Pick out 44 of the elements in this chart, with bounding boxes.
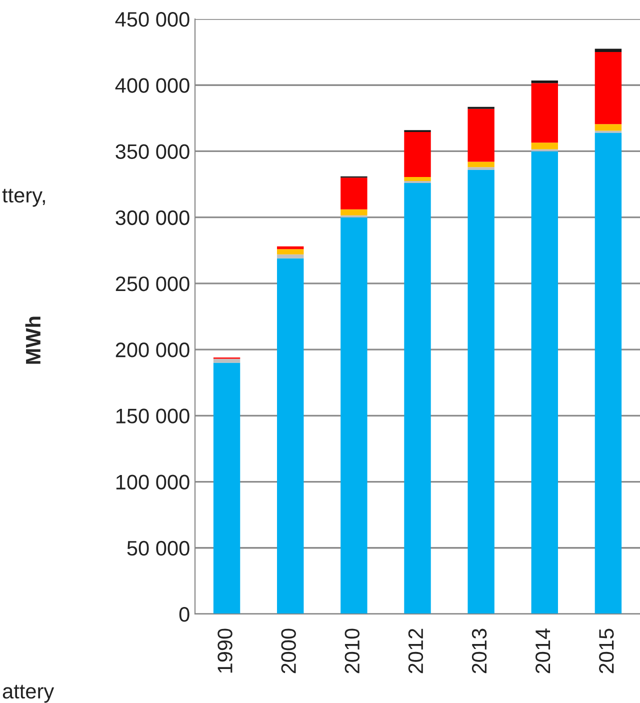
bar bbox=[531, 80, 558, 84]
x-tick-label: 2014 bbox=[535, 628, 550, 674]
bar bbox=[594, 48, 622, 52]
y-tick-label: 100 000 bbox=[116, 474, 190, 490]
y-tick-label: 200 000 bbox=[116, 342, 190, 358]
bar bbox=[404, 132, 431, 178]
bar bbox=[340, 178, 368, 210]
x-tick-label: 2012 bbox=[408, 628, 424, 674]
bar bbox=[213, 362, 240, 614]
bar bbox=[277, 249, 304, 254]
bar bbox=[213, 358, 240, 363]
y-tick-label: 400 000 bbox=[115, 78, 190, 93]
bar bbox=[468, 162, 494, 168]
text: ttery, bbox=[2, 188, 45, 207]
y-tick-label: 250 000 bbox=[116, 276, 190, 292]
bar bbox=[277, 254, 304, 258]
x-tick-label: 2015 bbox=[599, 628, 614, 674]
bar bbox=[594, 132, 622, 614]
text: attery bbox=[2, 684, 54, 703]
bar bbox=[594, 124, 622, 131]
y-tick-label: 0 bbox=[179, 607, 190, 622]
bar bbox=[404, 177, 431, 181]
bar bbox=[594, 52, 622, 124]
bar bbox=[531, 142, 558, 150]
bar bbox=[340, 217, 368, 614]
y-tick-label: 50 000 bbox=[127, 540, 190, 556]
x-tick-label: 1990 bbox=[218, 628, 232, 673]
bar bbox=[531, 151, 558, 614]
y-tick-label: 350 000 bbox=[116, 144, 190, 159]
bar bbox=[468, 108, 494, 162]
x-tick-label: 2013 bbox=[472, 628, 487, 674]
y-tick-label: 150 000 bbox=[116, 408, 190, 424]
y-tick-label: 300 000 bbox=[116, 210, 190, 226]
bar bbox=[340, 209, 368, 216]
x-tick-label: 2010 bbox=[344, 628, 360, 674]
bar bbox=[468, 167, 494, 170]
y-axis-title: MWh bbox=[25, 316, 40, 364]
bar bbox=[531, 83, 558, 143]
bar bbox=[404, 182, 431, 614]
bar bbox=[277, 258, 304, 614]
y-tick-label: 450 000 bbox=[115, 12, 190, 27]
x-tick-label: 2000 bbox=[281, 628, 296, 674]
bar bbox=[468, 170, 494, 614]
bar bbox=[277, 246, 304, 250]
